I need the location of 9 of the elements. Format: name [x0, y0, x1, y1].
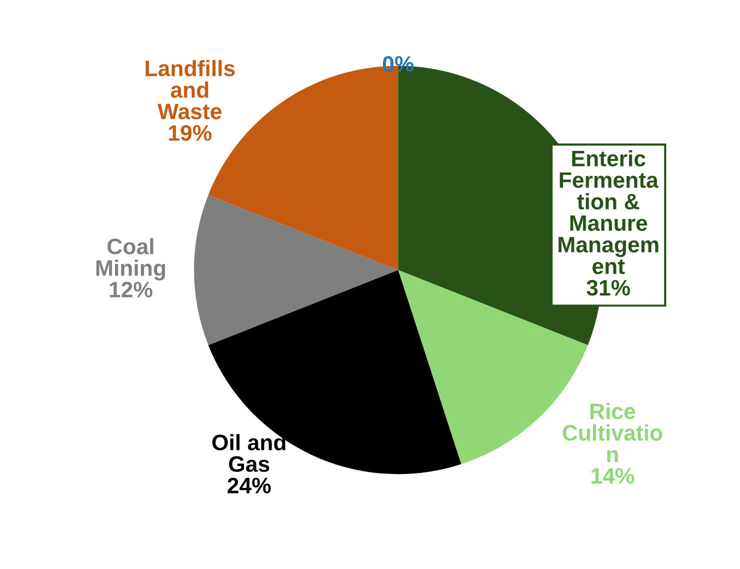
data-label: 14%: [592, 468, 634, 484]
data-label: 12%: [110, 282, 152, 298]
slice-label: Landfills and Waste: [146, 60, 235, 120]
data-label: 19%: [169, 125, 212, 141]
slice-label: Enteric Fermenta tion & Manure Managem ent: [558, 150, 659, 274]
slice-label: Rice Cultivatio n: [562, 402, 662, 462]
data-label: 31%: [586, 280, 630, 296]
slice-label: Coal Mining: [96, 238, 166, 280]
data-label: 24%: [228, 478, 271, 494]
